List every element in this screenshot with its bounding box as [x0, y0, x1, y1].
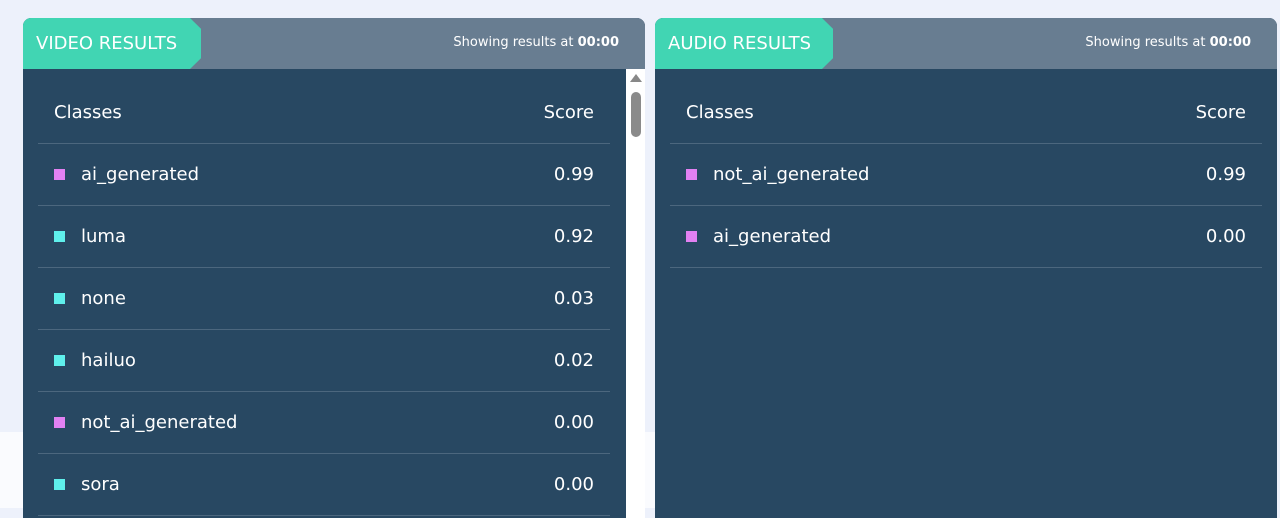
column-classes: Classes	[54, 101, 122, 123]
class-name: none	[81, 288, 126, 309]
scroll-up-arrow-icon[interactable]	[630, 74, 642, 82]
class-cell: sora	[54, 474, 554, 495]
table-header: Classes Score	[38, 69, 610, 144]
class-color-swatch-icon	[54, 417, 65, 428]
audio-results-panel: AUDIO RESULTS Showing results at 00:00 C…	[655, 18, 1277, 518]
class-color-swatch-icon	[54, 293, 65, 304]
table-row: ai_generated 0.99	[38, 144, 610, 206]
timestamp: 00:00	[1209, 35, 1251, 50]
video-results-table: Classes Score ai_generated 0.99 luma 0.92 no…	[38, 69, 610, 516]
table-row: not_ai_generated 0.00	[38, 392, 610, 454]
table-row: hailuo 0.02	[38, 330, 610, 392]
class-color-swatch-icon	[54, 231, 65, 242]
class-color-swatch-icon	[686, 231, 697, 242]
table-row: none 0.03	[38, 268, 610, 330]
score-value: 0.99	[1205, 164, 1246, 185]
audio-results-title: AUDIO RESULTS	[655, 18, 833, 69]
table-header: Classes Score	[670, 69, 1262, 144]
column-score: Score	[1195, 101, 1246, 123]
class-cell: hailuo	[54, 350, 554, 371]
class-color-swatch-icon	[54, 479, 65, 490]
class-cell: none	[54, 288, 554, 309]
class-cell: luma	[54, 226, 554, 247]
score-value: 0.99	[553, 164, 594, 185]
showing-label: Showing results at	[453, 35, 574, 50]
score-value: 0.00	[1205, 226, 1246, 247]
class-name: ai_generated	[713, 226, 832, 247]
table-row: ai_generated 0.00	[670, 206, 1262, 268]
score-value: 0.03	[553, 288, 594, 309]
class-color-swatch-icon	[54, 169, 65, 180]
video-results-title: VIDEO RESULTS	[23, 18, 201, 69]
audio-results-header: AUDIO RESULTS Showing results at 00:00	[655, 18, 1277, 69]
showing-label: Showing results at	[1085, 35, 1206, 50]
class-name: hailuo	[81, 350, 136, 371]
video-showing-results: Showing results at 00:00	[453, 18, 619, 67]
score-value: 0.92	[553, 226, 594, 247]
table-row: sora 0.00	[38, 454, 610, 516]
class-name: ai_generated	[81, 164, 200, 185]
timestamp: 00:00	[577, 35, 619, 50]
scrollbar[interactable]	[626, 69, 645, 518]
class-color-swatch-icon	[686, 169, 697, 180]
column-classes: Classes	[686, 101, 754, 123]
class-cell: not_ai_generated	[686, 164, 1206, 185]
table-row: not_ai_generated 0.99	[670, 144, 1262, 206]
table-row: luma 0.92	[38, 206, 610, 268]
score-value: 0.00	[553, 412, 594, 433]
score-value: 0.00	[553, 474, 594, 495]
class-name: not_ai_generated	[81, 412, 238, 433]
score-value: 0.02	[553, 350, 594, 371]
class-name: luma	[81, 226, 126, 247]
video-results-panel: VIDEO RESULTS Showing results at 00:00 C…	[23, 18, 645, 518]
class-color-swatch-icon	[54, 355, 65, 366]
video-results-header: VIDEO RESULTS Showing results at 00:00	[23, 18, 645, 69]
class-name: not_ai_generated	[713, 164, 870, 185]
class-name: sora	[81, 474, 120, 495]
class-cell: ai_generated	[54, 164, 554, 185]
class-cell: not_ai_generated	[54, 412, 554, 433]
audio-showing-results: Showing results at 00:00	[1085, 18, 1251, 67]
column-score: Score	[543, 101, 594, 123]
scrollbar-thumb[interactable]	[631, 92, 641, 137]
class-cell: ai_generated	[686, 226, 1206, 247]
audio-results-table: Classes Score not_ai_generated 0.99 ai_gen…	[670, 69, 1262, 268]
